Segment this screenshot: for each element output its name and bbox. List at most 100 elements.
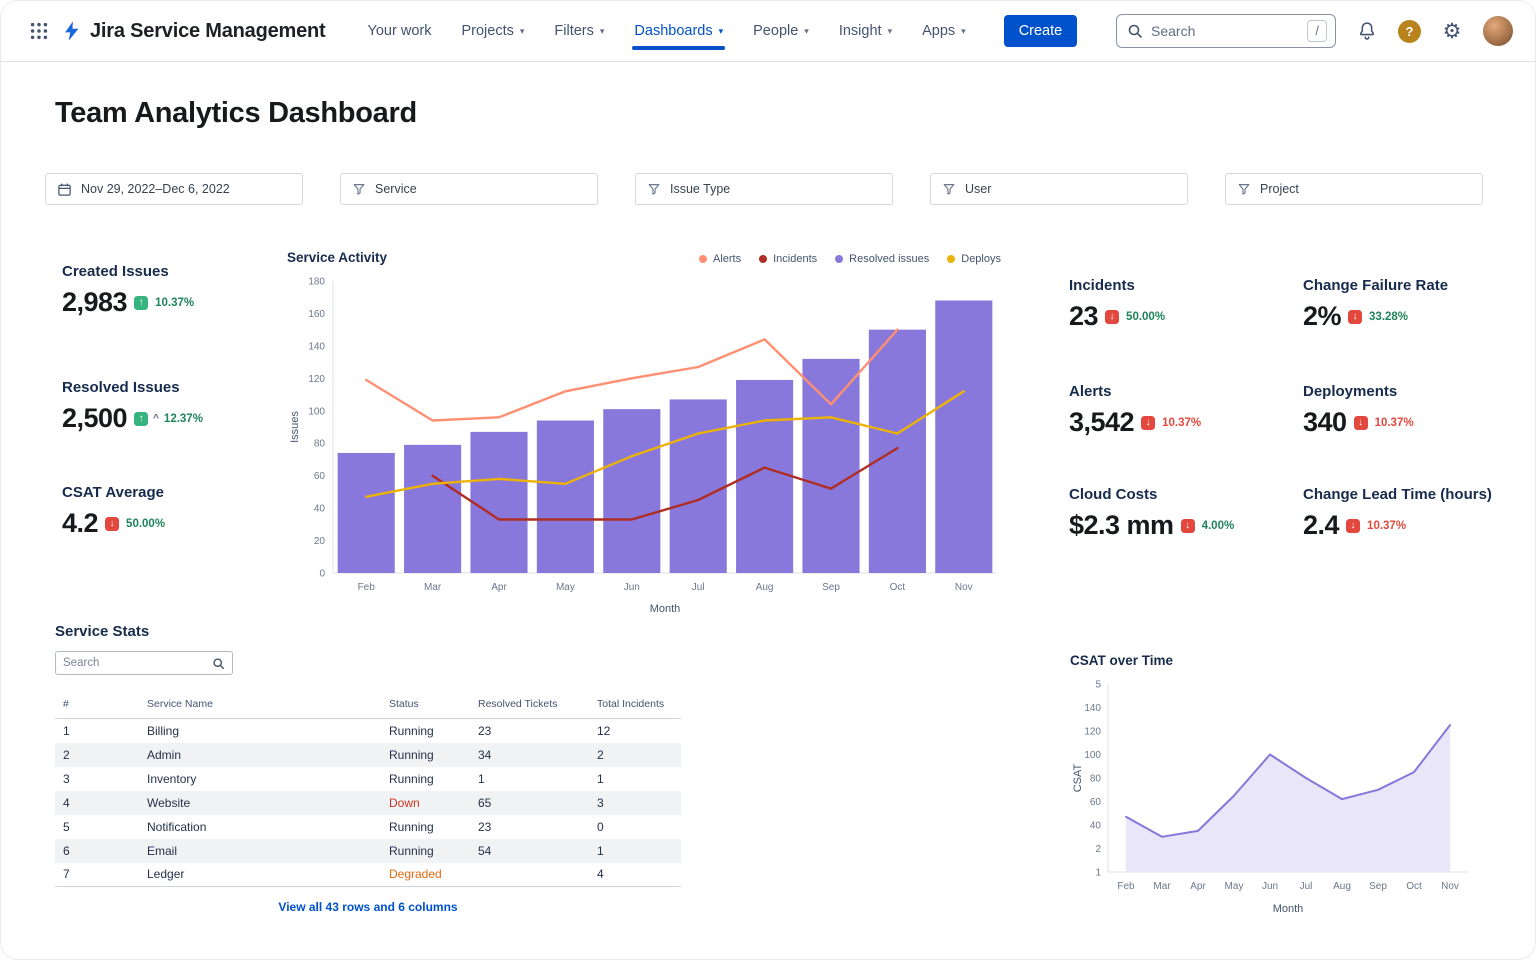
cell-service-name: Email — [147, 843, 178, 858]
chevron-down-icon — [600, 27, 605, 36]
kpi-delta: 50.00% — [1126, 310, 1166, 323]
service-filter[interactable]: Service — [340, 173, 598, 205]
view-all-link[interactable]: View all 43 rows and 6 columns — [278, 900, 458, 914]
svg-text:160: 160 — [308, 309, 325, 320]
cell-num: 6 — [63, 843, 70, 858]
table-row: 2 Admin Running 34 2 — [55, 742, 681, 767]
nav-label: Your work — [367, 23, 432, 39]
kpi-title: Resolved Issues — [62, 379, 180, 396]
jira-bolt-icon — [65, 21, 79, 41]
legend-dot-icon — [699, 255, 707, 263]
chevron-down-icon — [961, 27, 966, 36]
trend-down-badge-icon: ↓ — [1105, 309, 1120, 324]
brand-logo[interactable]: Jira Service Management — [61, 20, 326, 43]
chart-legend: Alerts Incidents Resolved issues Deploys — [699, 253, 1001, 265]
svg-text:Jul: Jul — [1300, 881, 1313, 892]
nav-item-your-work[interactable]: Your work — [368, 1, 432, 61]
nav-item-people[interactable]: People — [753, 1, 809, 61]
nav-label: Apps — [922, 23, 956, 39]
kpi-value: 2,500 — [62, 403, 128, 433]
chevron-down-icon — [804, 27, 809, 36]
issue-type-filter-label: Issue Type — [670, 182, 731, 196]
legend-item-incidents[interactable]: Incidents — [759, 253, 817, 265]
kpi-delta: 10.37% — [1162, 416, 1202, 429]
legend-item-deploys[interactable]: Deploys — [947, 253, 1001, 265]
create-button[interactable]: Create — [1003, 15, 1078, 47]
service-activity-chart-svg: 0 20 40 60 80 100 120 140 160 180 Feb Mar Apr May Jun J… — [289, 277, 997, 615]
nav-item-dashboards[interactable]: Dashboards — [632, 1, 725, 61]
legend-item-resolved-issues[interactable]: Resolved issues — [835, 253, 929, 265]
svg-text:Sep: Sep — [822, 582, 840, 593]
nav-item-apps[interactable]: Apps — [922, 1, 966, 61]
svg-text:140: 140 — [308, 341, 325, 352]
nav-label: People — [753, 23, 799, 39]
filter-icon — [353, 184, 365, 195]
cell-resolved: 1 — [478, 771, 485, 786]
caret-up-icon: ^ — [153, 413, 159, 424]
search-input[interactable] — [1151, 23, 1300, 39]
kpi-title: Incidents — [1069, 277, 1135, 294]
kpi-deployments: Deployments 340 ↓ 10.37% — [1303, 383, 1414, 436]
column-header-resolved-tickets: Resolved Tickets — [470, 692, 589, 719]
svg-text:CSAT: CSAT — [1072, 763, 1084, 792]
service-activity-panel: Service Activity Alerts Incidents Resolv… — [287, 241, 1001, 622]
search-icon — [213, 657, 225, 669]
search-icon — [1128, 24, 1142, 38]
kpi-grid-right: Incidents 23 ↓ 50.00% Change Failure Rat… — [1069, 277, 1492, 577]
user-filter-label: User — [965, 182, 992, 196]
cell-num: 7 — [55, 862, 139, 887]
cell-resolved — [470, 862, 589, 887]
kpi-value: 3,542 — [1069, 407, 1135, 437]
cell-incidents: 3 — [597, 795, 604, 810]
nav-label: Dashboards — [634, 23, 713, 39]
svg-text:Sep: Sep — [1369, 881, 1387, 892]
grid-dots-icon — [30, 22, 48, 40]
legend-label: Deploys — [961, 253, 1001, 265]
cell-resolved: 54 — [478, 843, 492, 858]
cell-status: Running — [389, 771, 434, 786]
svg-text:100: 100 — [308, 406, 325, 417]
legend-item-alerts[interactable]: Alerts — [699, 253, 741, 265]
svg-text:40: 40 — [314, 504, 326, 515]
svg-text:120: 120 — [1084, 727, 1101, 738]
cell-service-name: Ledger — [139, 862, 381, 887]
svg-text:5: 5 — [1095, 680, 1101, 691]
table-header-row: # Service Name Status Resolved Tickets T… — [55, 692, 681, 719]
help-icon[interactable]: ? — [1398, 19, 1421, 43]
top-navbar: Jira Service Management Your work Projec… — [1, 1, 1535, 61]
svg-text:1: 1 — [1095, 868, 1101, 879]
global-search: / — [1116, 14, 1336, 48]
svg-text:Issues: Issues — [289, 411, 301, 443]
project-filter[interactable]: Project — [1225, 173, 1483, 205]
filter-icon — [648, 184, 660, 195]
cell-service-name: Website — [147, 795, 191, 810]
trend-down-badge-icon: ↓ — [1348, 309, 1363, 324]
svg-text:140: 140 — [1084, 703, 1101, 714]
nav-item-insight[interactable]: Insight — [839, 1, 892, 61]
kpi-delta: 4.00% — [1201, 519, 1235, 532]
cell-service-name: Notification — [147, 819, 207, 834]
avatar[interactable] — [1483, 16, 1513, 46]
notifications-bell-icon[interactable] — [1353, 17, 1381, 45]
user-filter[interactable]: User — [930, 173, 1188, 205]
nav-item-projects[interactable]: Projects — [461, 1, 524, 61]
kpi-created-issues: Created Issues 2,983 ↑ 10.37% — [62, 263, 194, 316]
cell-status: Running — [389, 843, 434, 858]
trend-down-badge-icon: ↓ — [1141, 415, 1156, 430]
issue-type-filter[interactable]: Issue Type — [635, 173, 893, 205]
svg-text:Feb: Feb — [1117, 881, 1135, 892]
table-row: 4 Website Down 65 3 — [55, 790, 681, 815]
csat-chart-svg: 5 140 120 100 80 60 40 2 1 Feb Mar Apr May Jun Jul Aug S… — [1072, 680, 1468, 915]
cell-resolved: 65 — [478, 795, 492, 810]
nav-label: Projects — [461, 23, 514, 39]
app-switcher-icon[interactable] — [23, 15, 55, 47]
kpi-title: Deployments — [1303, 383, 1398, 400]
gear-icon[interactable] — [1438, 17, 1466, 45]
date-range-filter[interactable]: Nov 29, 2022–Dec 6, 2022 — [45, 173, 303, 205]
nav-item-filters[interactable]: Filters — [554, 1, 604, 61]
table-search-input[interactable] — [63, 657, 206, 669]
trend-up-badge-icon: ↑ — [134, 295, 149, 310]
svg-text:100: 100 — [1084, 750, 1101, 761]
svg-text:Nov: Nov — [1441, 881, 1459, 892]
kpi-delta: 33.28% — [1369, 310, 1409, 323]
